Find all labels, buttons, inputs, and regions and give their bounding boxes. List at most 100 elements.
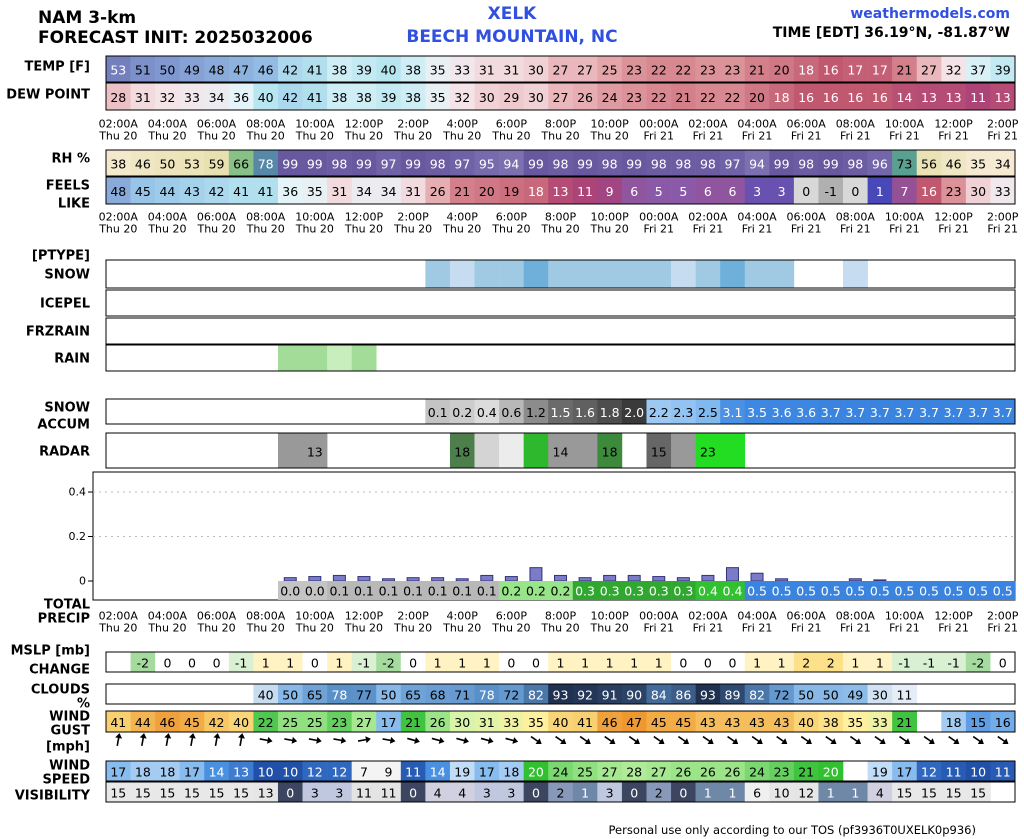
cell-value: 13 — [946, 90, 962, 105]
cell — [179, 83, 205, 110]
cell-value: 0.5 — [870, 584, 890, 599]
cell — [228, 761, 254, 781]
cell-value: 3 — [483, 786, 491, 801]
y-tick-label: 0.2 — [69, 530, 87, 543]
time-label: 2:00P — [987, 610, 1019, 623]
time-label: 12:00P — [345, 211, 384, 224]
time-label: 12:00P — [934, 211, 973, 224]
row-label: RH % — [52, 152, 90, 167]
ptype-bg — [106, 345, 1015, 371]
cell — [499, 399, 524, 424]
cell — [744, 581, 770, 600]
ptype-cell — [621, 260, 647, 288]
day-label: Fri 21 — [742, 130, 773, 143]
cell — [376, 83, 402, 110]
arrow-part — [139, 733, 147, 739]
day-label: Thu 20 — [246, 622, 285, 635]
radar-cell — [597, 433, 623, 468]
cell-value: 38 — [405, 90, 421, 105]
cell-value: 38 — [405, 63, 421, 78]
cell — [277, 581, 303, 600]
cell-value: 25 — [577, 765, 593, 780]
cell-value: 99 — [405, 157, 421, 172]
cell-value: 15 — [921, 786, 937, 801]
cell-value: 1 — [606, 656, 614, 671]
day-label: Thu 20 — [344, 223, 383, 236]
cell — [597, 83, 623, 110]
cell-value: 11 — [896, 688, 912, 703]
time-label: 02:00A — [99, 118, 139, 131]
cell — [425, 782, 451, 802]
cell — [327, 177, 352, 204]
cell — [548, 56, 574, 82]
bar — [455, 578, 469, 582]
cell — [597, 761, 623, 781]
cell-value: 95 — [479, 157, 495, 172]
cell-value: 41 — [233, 184, 249, 199]
bar — [406, 577, 420, 582]
cell — [769, 684, 795, 704]
cell — [204, 150, 230, 176]
cell-value: 0.1 — [428, 405, 448, 420]
cell-value: 30 — [528, 63, 544, 78]
cell-value: 9 — [606, 184, 614, 199]
cell-value: 3.7 — [919, 405, 939, 420]
cell — [646, 399, 672, 424]
cell-value: 23 — [626, 90, 642, 105]
cell-value: 15 — [970, 786, 986, 801]
cell — [523, 581, 549, 600]
wind-arrow — [997, 735, 1009, 745]
station-place: BEECH MOUNTAIN, NC — [406, 27, 617, 47]
cell-value: 99 — [823, 157, 839, 172]
cell-value: 0.2 — [501, 584, 521, 599]
day-label: Fri 21 — [938, 622, 969, 635]
day-label: Fri 21 — [693, 622, 724, 635]
y-tick-label: 0.4 — [69, 486, 87, 499]
cell — [572, 761, 598, 781]
cell — [597, 56, 623, 82]
cell-value: 2 — [827, 656, 835, 671]
cell — [695, 652, 721, 672]
cell-value: 50 — [823, 688, 839, 703]
cell — [965, 83, 991, 110]
cell-value: 1 — [581, 786, 589, 801]
cell-value: 7 — [900, 184, 908, 199]
bar — [676, 577, 690, 582]
cell-value: 72 — [774, 688, 790, 703]
cell — [671, 684, 696, 704]
cell — [941, 177, 967, 204]
cell-value: 42 — [282, 63, 298, 78]
cell-value: 0.1 — [477, 584, 497, 599]
cell — [720, 761, 746, 781]
wind-arrow — [308, 736, 322, 744]
cell — [449, 177, 475, 204]
cell — [155, 652, 181, 672]
cell-value: 42 — [209, 715, 225, 730]
time-label: 12:00P — [345, 610, 384, 623]
cell-value: 82 — [528, 688, 544, 703]
cell-value: 14 — [896, 90, 912, 105]
cell-value: 33 — [995, 184, 1011, 199]
cell — [523, 684, 549, 704]
cell — [106, 711, 131, 732]
cell — [843, 782, 868, 802]
cell-value: 32 — [159, 90, 175, 105]
day-label: Thu 20 — [393, 223, 432, 236]
time-label: 4:00P — [447, 211, 479, 224]
cell-value: -1 — [947, 656, 959, 671]
cell-value: 31 — [479, 715, 495, 730]
cell — [523, 399, 549, 424]
cell-value: 73 — [896, 157, 912, 172]
cell-value: 2.2 — [649, 405, 669, 420]
cell — [474, 83, 500, 110]
row-border — [105, 781, 1016, 803]
day-label: Fri 21 — [643, 223, 674, 236]
cell — [253, 150, 279, 176]
cell-value: 39 — [356, 63, 372, 78]
cell — [941, 581, 967, 600]
cell — [720, 782, 746, 802]
cell-value: -1 — [923, 656, 935, 671]
radar-cell — [277, 433, 303, 468]
cell — [351, 56, 377, 82]
cell-value: 7 — [360, 765, 368, 780]
